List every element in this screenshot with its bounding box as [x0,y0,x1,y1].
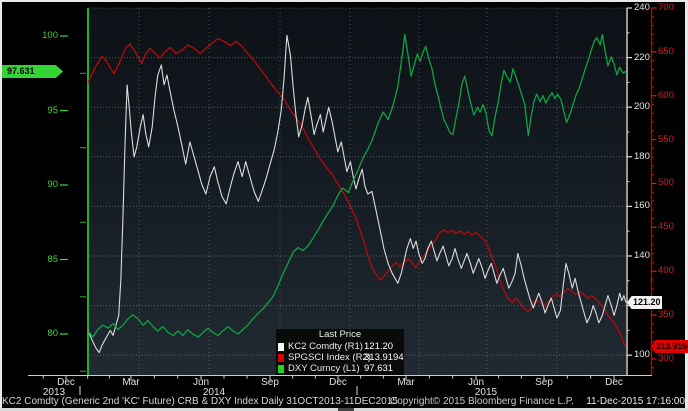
axis-tick-label: 90 [47,179,58,191]
axis-tick-label: 220 [634,51,650,63]
axis-tick-label: 600 [658,89,674,101]
axis-tick-label: 450 [658,221,674,233]
legend-row-spgsci[interactable]: SPGSCI Index (R2) 313.9194 [276,352,404,363]
kc2-series-swatch [278,342,284,351]
x-axis-month-label: Dec [605,377,623,388]
timestamp-text: 11-Dec-2015 17:16:00 [586,396,685,407]
x-axis-month-label: Mar [397,377,415,388]
spgsci-series-swatch [278,353,284,362]
x-axis-year-label: 2015 [474,387,498,398]
x-axis-year-label: 2013 [42,387,66,398]
axis-tick-label: 180 [634,150,650,162]
chart-description: KC2 Comdty (Generic 2nd 'KC' Future) CRB… [2,396,398,407]
axis-tick-label: 350 [658,309,674,321]
dxy-series-swatch [278,364,284,373]
axis-tick-label: 240 [634,2,650,13]
kc2-comdty-series-line [87,34,627,354]
x-axis-month-label: Jun [192,377,210,388]
kc2-axis-value-badge: 121.20 [627,296,662,309]
legend-value: 97.631 [364,363,394,374]
bottom-edge-notch [338,408,354,411]
legend[interactable]: Last Price KC2 Comdty (R1) 121.20 SPGSCI… [276,329,404,375]
x-axis-month-label: Jun [467,377,485,388]
legend-value: 121.20 [364,341,394,352]
axis-tick-label: 400 [658,265,674,277]
x-axis-month-label: Dec [57,377,75,388]
legend-title: Last Price [318,329,362,340]
axis-tick-label: 700 [658,2,674,13]
dxy-axis-value-badge: 97.631 [2,65,63,78]
x-axis-month-label: Mar [122,377,140,388]
axis-tick-label: 200 [634,101,650,113]
legend-value: 313.9194 [364,352,404,363]
legend-row-kc2[interactable]: KC2 Comdty (R1) 121.20 [276,341,404,352]
x-axis-month-label: Sep [261,377,279,388]
axis-tick-label: 500 [658,177,674,189]
axis-tick-label: 100 [634,349,650,361]
x-axis-month-label: Sep [535,377,553,388]
spgsci-axis-value-badge: 313.9194 [651,340,688,353]
axis-tick-label: 80 [47,328,58,340]
spgsci-index-series-line [87,38,627,348]
axis-tick-label: 300 [658,352,674,364]
legend-label: DXY Curncy (L1) [288,363,360,374]
axis-tick-label: 95 [47,104,58,116]
copyright-text: Copyright© 2015 Bloomberg Finance L.P. [390,396,574,407]
plot-area[interactable] [88,8,626,375]
legend-label: SPGSCI Index (R2) [288,352,371,363]
x-axis-year-label: 2014 [202,387,226,398]
dxy-curncy-series-line [87,33,627,338]
axis-tick-label: 85 [47,253,58,265]
axis-tick-label: 100 [42,30,58,41]
legend-label: KC2 Comdty (R1) [288,341,363,352]
axis-tick-label: 650 [658,45,674,57]
axis-tick-label: 140 [634,249,650,261]
axis-tick-label: 550 [658,133,674,145]
x-axis-month-label: Dec [329,377,347,388]
legend-row-dxy[interactable]: DXY Curncy (L1) 97.631 [276,363,404,374]
axis-tick-label: 160 [634,200,650,212]
